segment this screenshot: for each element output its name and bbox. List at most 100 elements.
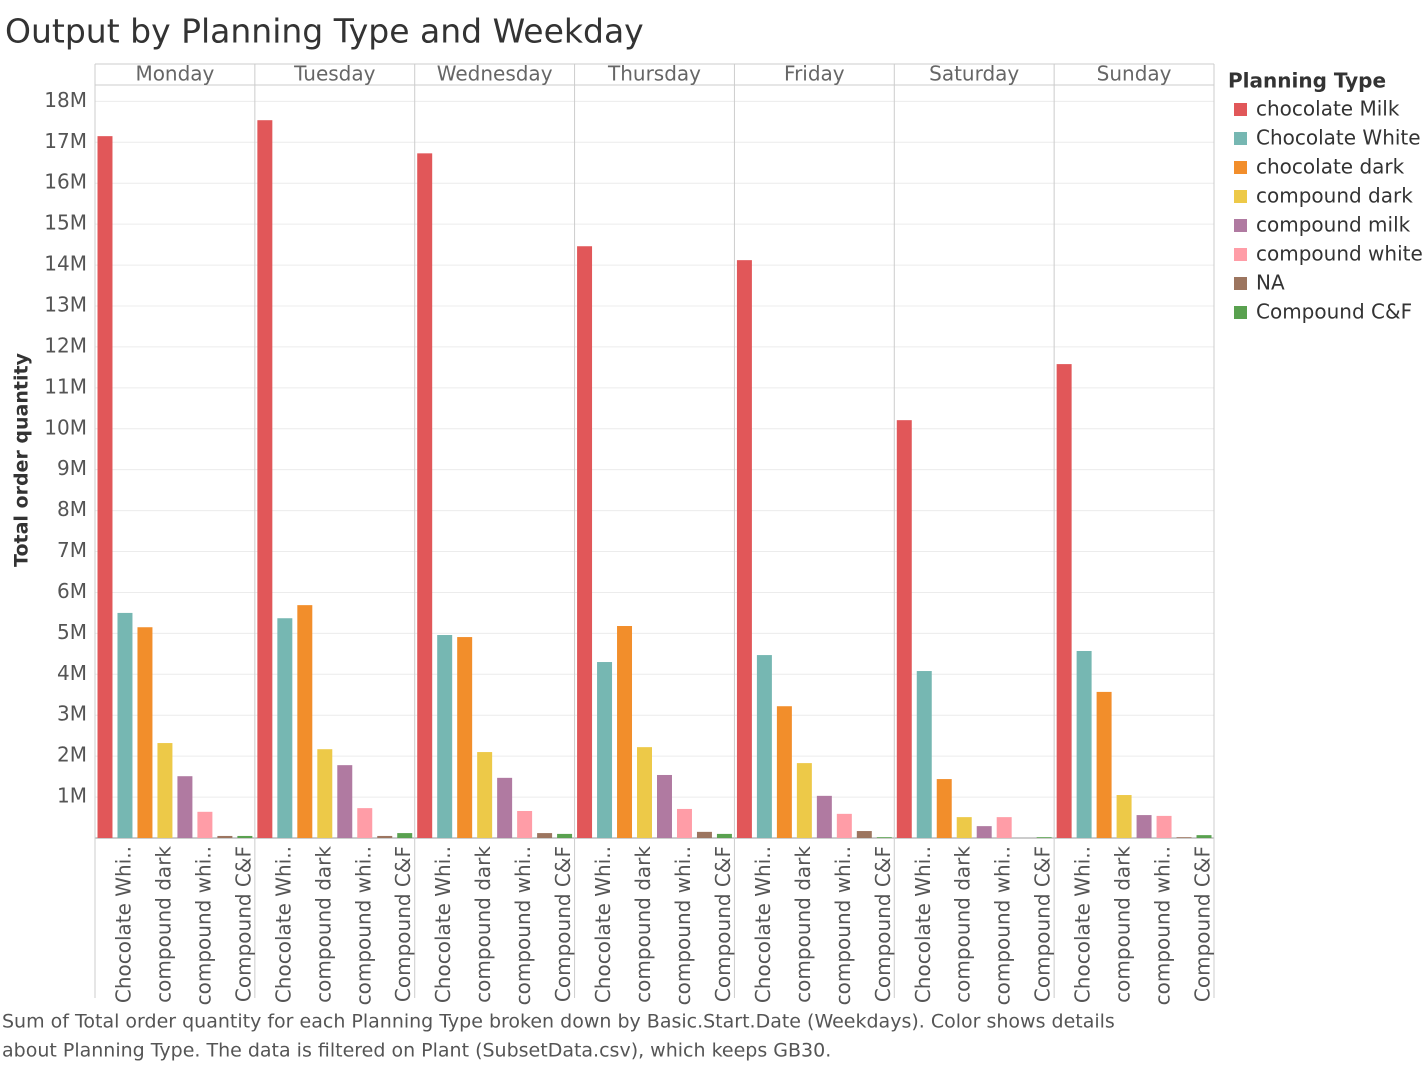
bar [1076,650,1092,838]
y-tick-label: 15M [44,211,87,235]
bar [537,833,553,838]
bar [657,774,672,838]
bar [417,153,433,838]
bar [876,837,892,838]
x-tick-label: compound whi.. [831,846,855,1005]
x-tick-label: Chocolate Whi.. [751,846,775,1003]
x-tick-label: compound whi.. [1151,846,1175,1005]
legend-label: Chocolate White [1256,126,1421,150]
legend-swatch [1234,219,1247,232]
bar [457,637,473,838]
caption: about Planning Type. The data is filtere… [2,1040,831,1062]
bar [1056,364,1072,838]
bar [956,817,972,838]
bar [1036,837,1052,838]
y-tick-label: 7M [57,538,87,562]
legend-label: Compound C&F [1256,300,1412,324]
legend-title: Planning Type [1228,69,1386,93]
legend-swatch [1234,190,1247,203]
bar [816,795,832,838]
bar [437,635,453,838]
x-tick-label: Compound C&F [711,846,735,1002]
bar [1116,795,1132,838]
x-tick-label: compound whi.. [671,846,695,1005]
x-tick-label: compound whi.. [351,846,375,1005]
bar [716,833,732,838]
y-tick-label: 5M [57,620,87,644]
y-axis-title: Total order quantity [11,352,33,567]
bar [97,136,113,838]
bar [157,743,173,838]
bar [597,662,613,838]
bar [257,120,273,838]
y-tick-label: 4M [57,661,87,685]
x-tick-label: compound whi.. [511,846,535,1005]
bar [477,752,493,838]
bar [916,671,932,838]
y-tick-label: 2M [57,743,87,767]
x-tick-label: compound dark [631,846,655,1003]
y-tick-label: 9M [57,456,87,480]
x-tick-label: compound dark [151,846,175,1003]
bar [796,763,812,838]
facet-label: Thursday [607,62,701,86]
legend-label: compound white [1256,242,1423,266]
bar [756,655,772,838]
bar [976,826,992,838]
y-tick-label: 14M [44,252,87,276]
bar [377,835,393,838]
legend-label: compound dark [1256,184,1413,208]
bar [277,618,293,838]
x-tick-label: compound whi.. [191,846,215,1005]
chart-title: Output by Planning Type and Weekday [5,12,644,51]
bar [217,835,233,838]
bar [237,835,253,838]
bar [676,808,692,838]
bar [1176,837,1192,838]
x-tick-label: Chocolate Whi.. [111,846,135,1003]
x-tick-label: Compound C&F [1031,846,1055,1002]
facet-label: Saturday [929,62,1019,86]
x-tick-label: Chocolate Whi.. [911,846,935,1003]
y-tick-label: 1M [57,784,87,808]
facet-label: Wednesday [437,62,553,86]
legend-label: NA [1256,271,1285,295]
y-tick-label: 12M [44,333,87,357]
bar [776,706,792,838]
x-tick-label: compound dark [791,846,815,1003]
bar [1196,835,1212,838]
bar [197,811,213,838]
x-tick-label: Compound C&F [231,846,255,1002]
bar [357,808,373,838]
y-tick-label: 11M [44,374,87,398]
legend-swatch [1234,103,1247,116]
y-tick-label: 16M [44,170,87,194]
bar [696,831,712,838]
y-tick-label: 13M [44,292,87,316]
legend-swatch [1234,132,1247,145]
y-tick-label: 18M [44,88,87,112]
x-tick-label: Chocolate Whi.. [271,846,295,1003]
bar [1136,815,1152,838]
x-tick-label: Chocolate Whi.. [591,846,615,1003]
bar [317,749,333,838]
bar [577,246,593,838]
x-tick-label: compound whi.. [991,846,1015,1005]
legend-swatch [1234,277,1247,290]
facet-label: Monday [135,62,214,86]
legend-swatch [1234,248,1247,261]
bar [137,627,153,838]
x-tick-label: compound dark [1111,846,1135,1003]
x-tick-label: Chocolate Whi.. [431,846,455,1003]
bar [177,776,193,838]
bar [1156,815,1172,838]
bar [836,813,852,838]
x-tick-label: Compound C&F [1191,846,1215,1002]
bar [637,747,652,838]
legend-label: compound milk [1256,213,1411,237]
y-tick-label: 6M [57,579,87,603]
x-tick-label: Chocolate Whi.. [1071,846,1095,1003]
x-tick-label: Compound C&F [551,846,575,1002]
y-tick-label: 10M [44,415,87,439]
